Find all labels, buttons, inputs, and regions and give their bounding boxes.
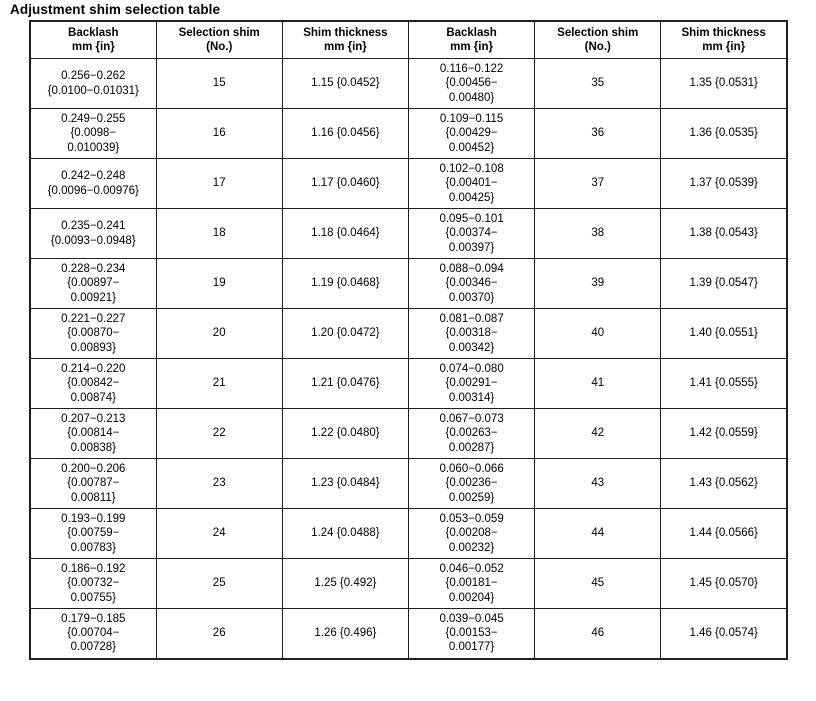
selection-shim-cell: 37 — [534, 158, 662, 209]
header-backlash-left: Backlash mm {in} — [29, 20, 157, 59]
selection-shim-cell: 43 — [534, 458, 662, 509]
shim-thickness-cell: 1.35 {0.0531} — [660, 58, 788, 109]
table-row: 0.200−0.206 {0.00787− 0.00811} 23 1.23 {0.… — [29, 458, 788, 509]
selection-shim-cell: 39 — [534, 258, 662, 309]
backlash-cell: 0.228−0.234 {0.00897− 0.00921} — [29, 258, 157, 309]
table-row: 0.235−0.241 {0.0093−0.0948} 18 1.18 {0.046… — [29, 208, 788, 259]
backlash-cell: 0.200−0.206 {0.00787− 0.00811} — [29, 458, 157, 509]
shim-thickness-cell: 1.16 {0.0456} — [281, 108, 409, 159]
backlash-cell: 0.053−0.059 {0.00208− 0.00232} — [407, 508, 536, 559]
shim-thickness-cell: 1.24 {0.0488} — [281, 508, 409, 559]
header-backlash-right: Backlash mm {in} — [407, 20, 536, 59]
backlash-cell: 0.081−0.087 {0.00318− 0.00342} — [407, 308, 536, 359]
shim-thickness-cell: 1.25 {0.492} — [281, 558, 409, 609]
header-shim-thickness-right: Shim thickness mm {in} — [660, 20, 788, 59]
selection-shim-cell: 16 — [155, 108, 283, 159]
table-header: Backlash mm {in} Selection shim (No.) Sh… — [29, 20, 788, 59]
backlash-cell: 0.109−0.115 {0.00429− 0.00452} — [407, 108, 536, 159]
shim-thickness-cell: 1.44 {0.0566} — [660, 508, 788, 559]
backlash-cell: 0.235−0.241 {0.0093−0.0948} — [29, 208, 157, 259]
shim-thickness-cell: 1.43 {0.0562} — [660, 458, 788, 509]
backlash-cell: 0.067−0.073 {0.00263− 0.00287} — [407, 408, 536, 459]
table-body: 0.256−0.262 {0.0100−0.01031} 15 1.15 {0.04… — [29, 58, 788, 659]
shim-thickness-cell: 1.20 {0.0472} — [281, 308, 409, 359]
shim-thickness-cell: 1.45 {0.0570} — [660, 558, 788, 609]
shim-thickness-cell: 1.26 {0.496} — [281, 608, 409, 659]
page-title: Adjustment shim selection table — [10, 2, 221, 17]
selection-shim-cell: 22 — [155, 408, 283, 459]
selection-shim-cell: 25 — [155, 558, 283, 609]
table-row: 0.228−0.234 {0.00897− 0.00921} 19 1.19 {0.… — [29, 258, 788, 309]
selection-shim-cell: 38 — [534, 208, 662, 259]
backlash-cell: 0.207−0.213 {0.00814− 0.00838} — [29, 408, 157, 459]
shim-thickness-cell: 1.36 {0.0535} — [660, 108, 788, 159]
shim-thickness-cell: 1.37 {0.0539} — [660, 158, 788, 209]
shim-thickness-cell: 1.23 {0.0484} — [281, 458, 409, 509]
backlash-cell: 0.060−0.066 {0.00236− 0.00259} — [407, 458, 536, 509]
backlash-cell: 0.116−0.122 {0.00456− 0.00480} — [407, 58, 536, 109]
backlash-cell: 0.242−0.248 {0.0096−0.00976} — [29, 158, 157, 209]
header-selection-shim-left: Selection shim (No.) — [155, 20, 283, 59]
backlash-cell: 0.193−0.199 {0.00759− 0.00783} — [29, 508, 157, 559]
shim-thickness-cell: 1.21 {0.0476} — [281, 358, 409, 409]
table-row: 0.179−0.185 {0.00704− 0.00728} 26 1.26 {0.… — [29, 608, 788, 659]
selection-shim-cell: 26 — [155, 608, 283, 659]
table-row: 0.207−0.213 {0.00814− 0.00838} 22 1.22 {0.… — [29, 408, 788, 459]
backlash-cell: 0.186−0.192 {0.00732− 0.00755} — [29, 558, 157, 609]
selection-shim-cell: 20 — [155, 308, 283, 359]
selection-shim-cell: 17 — [155, 158, 283, 209]
backlash-cell: 0.221−0.227 {0.00870− 0.00893} — [29, 308, 157, 359]
header-shim-thickness-left: Shim thickness mm {in} — [281, 20, 409, 59]
selection-shim-cell: 19 — [155, 258, 283, 309]
backlash-cell: 0.074−0.080 {0.00291− 0.00314} — [407, 358, 536, 409]
backlash-cell: 0.102−0.108 {0.00401− 0.00425} — [407, 158, 536, 209]
backlash-cell: 0.046−0.052 {0.00181− 0.00204} — [407, 558, 536, 609]
selection-shim-cell: 18 — [155, 208, 283, 259]
selection-shim-cell: 36 — [534, 108, 662, 159]
backlash-cell: 0.039−0.045 {0.00153− 0.00177} — [407, 608, 536, 659]
selection-shim-cell: 23 — [155, 458, 283, 509]
table-row: 0.214−0.220 {0.00842− 0.00874} 21 1.21 {0.… — [29, 358, 788, 409]
shim-thickness-cell: 1.18 {0.0464} — [281, 208, 409, 259]
shim-thickness-cell: 1.15 {0.0452} — [281, 58, 409, 109]
table-row: 0.256−0.262 {0.0100−0.01031} 15 1.15 {0.04… — [29, 58, 788, 109]
selection-shim-cell: 41 — [534, 358, 662, 409]
selection-shim-cell: 35 — [534, 58, 662, 109]
table-row: 0.221−0.227 {0.00870− 0.00893} 20 1.20 {0.… — [29, 308, 788, 359]
backlash-cell: 0.249−0.255 {0.0098− 0.010039} — [29, 108, 157, 159]
shim-thickness-cell: 1.41 {0.0555} — [660, 358, 788, 409]
shim-thickness-cell: 1.19 {0.0468} — [281, 258, 409, 309]
shim-thickness-cell: 1.17 {0.0460} — [281, 158, 409, 209]
shim-thickness-cell: 1.22 {0.0480} — [281, 408, 409, 459]
shim-thickness-cell: 1.38 {0.0543} — [660, 208, 788, 259]
backlash-cell: 0.256−0.262 {0.0100−0.01031} — [29, 58, 157, 109]
selection-shim-cell: 44 — [534, 508, 662, 559]
table-row: 0.249−0.255 {0.0098− 0.010039} 16 1.16 {0.… — [29, 108, 788, 159]
header-row: Backlash mm {in} Selection shim (No.) Sh… — [29, 20, 788, 59]
selection-shim-cell: 24 — [155, 508, 283, 559]
shim-thickness-cell: 1.46 {0.0574} — [660, 608, 788, 659]
selection-shim-cell: 15 — [155, 58, 283, 109]
selection-shim-cell: 46 — [534, 608, 662, 659]
table-row: 0.193−0.199 {0.00759− 0.00783} 24 1.24 {0.… — [29, 508, 788, 559]
table-row: 0.186−0.192 {0.00732− 0.00755} 25 1.25 {0.… — [29, 558, 788, 609]
shim-thickness-cell: 1.39 {0.0547} — [660, 258, 788, 309]
backlash-cell: 0.214−0.220 {0.00842− 0.00874} — [29, 358, 157, 409]
selection-shim-cell: 45 — [534, 558, 662, 609]
selection-shim-cell: 21 — [155, 358, 283, 409]
backlash-cell: 0.179−0.185 {0.00704− 0.00728} — [29, 608, 157, 659]
table-row: 0.242−0.248 {0.0096−0.00976} 17 1.17 {0.04… — [29, 158, 788, 209]
backlash-cell: 0.088−0.094 {0.00346− 0.00370} — [407, 258, 536, 309]
backlash-cell: 0.095−0.101 {0.00374− 0.00397} — [407, 208, 536, 259]
selection-shim-cell: 42 — [534, 408, 662, 459]
header-selection-shim-right: Selection shim (No.) — [534, 20, 662, 59]
shim-thickness-cell: 1.42 {0.0559} — [660, 408, 788, 459]
selection-shim-cell: 40 — [534, 308, 662, 359]
shim-thickness-cell: 1.40 {0.0551} — [660, 308, 788, 359]
shim-selection-table: Backlash mm {in} Selection shim (No.) Sh… — [29, 20, 788, 660]
